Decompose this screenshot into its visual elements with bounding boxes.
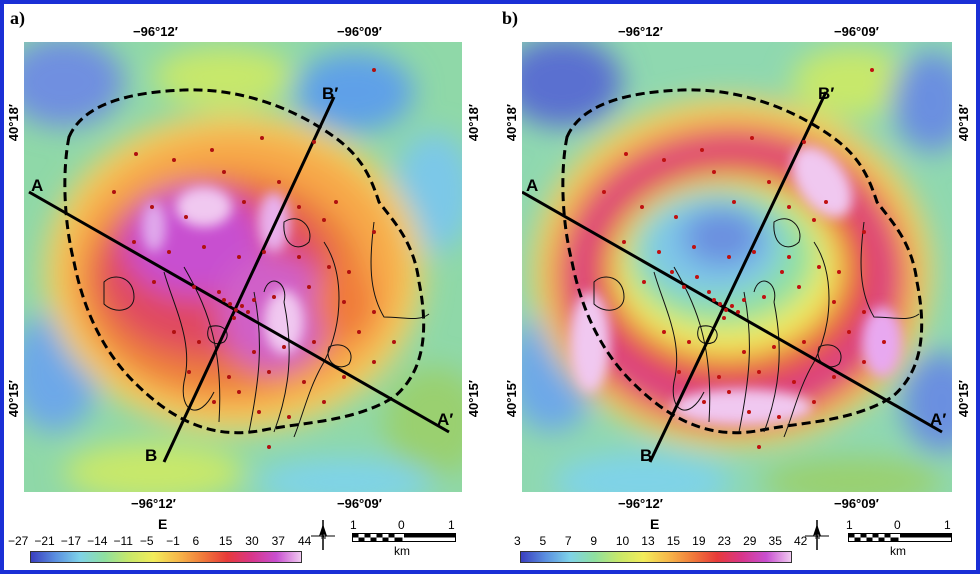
- svg-text:N: N: [815, 534, 820, 541]
- legend-title: E: [158, 516, 168, 532]
- legend-tick: 3: [514, 534, 521, 548]
- legend-tick: 42: [794, 534, 808, 548]
- profile-label-a: A: [31, 176, 44, 195]
- legend-tick: 19: [692, 534, 706, 548]
- legend-tick: 7: [564, 534, 572, 548]
- anomaly-map: [522, 42, 952, 492]
- latitude-top-left: 40°18′: [6, 104, 21, 142]
- profile-label-b: B: [640, 446, 653, 465]
- north-arrow-icon: N: [805, 520, 829, 550]
- scale-label-right: 1: [944, 518, 951, 532]
- profile-label-b: B: [145, 446, 158, 465]
- top-longitude-right: −96°09′: [834, 24, 879, 39]
- color-scale-bar: [30, 551, 302, 563]
- top-longitude-left: −96°12′: [618, 24, 663, 39]
- bottom-longitude-left: −96°12′: [618, 496, 663, 511]
- top-longitude-right: −96°09′: [337, 24, 382, 39]
- scale-label-right: 1: [448, 518, 455, 532]
- scale-label-left: 1: [350, 518, 357, 532]
- bottom-longitude-left: −96°12′: [131, 496, 176, 511]
- latitude-top-right: 40°18′: [466, 104, 481, 142]
- panel-label: a): [10, 8, 25, 28]
- legend-tick: −17: [60, 534, 82, 548]
- profile-label-a: A: [526, 176, 539, 195]
- svg-text:N: N: [321, 534, 326, 541]
- legend-tick: 10: [615, 534, 630, 548]
- bottom-longitude-right: −96°09′: [834, 496, 879, 511]
- color-scale-bar: [520, 551, 792, 563]
- legend-tick: 9: [590, 534, 598, 548]
- legend-tick: 29: [743, 534, 757, 548]
- scale-bar: [848, 533, 952, 542]
- legend-tick: −5: [139, 534, 154, 548]
- north-arrow-icon: N: [311, 520, 335, 550]
- legend-tick: 30: [245, 534, 259, 548]
- scale-unit: km: [890, 544, 906, 558]
- bottom-longitude-right: −96°09′: [337, 496, 382, 511]
- latitude-top-left: 40°18′: [504, 104, 519, 142]
- scale-label-zero: 0: [398, 518, 405, 532]
- legend-tick: 37: [271, 534, 285, 548]
- scale-label-zero: 0: [894, 518, 901, 532]
- panel-label: b): [502, 8, 519, 28]
- latitude-bottom-left: 40°15′: [504, 380, 519, 418]
- legend-tick: −1: [166, 534, 180, 548]
- legend-tick: 15: [666, 534, 681, 548]
- legend-title: E: [650, 516, 660, 532]
- profile-label-b-prime: B′: [818, 84, 835, 103]
- latitude-top-right: 40°18′: [956, 104, 971, 142]
- scale-bar: [352, 533, 456, 542]
- panel-a: a) −96°12′ −96°09′ −96°12′ −96°09′ 40°18…: [6, 8, 481, 563]
- legend-tick: −21: [34, 534, 55, 548]
- latitude-bottom-right: 40°15′: [956, 380, 971, 418]
- legend-tick: −27: [8, 534, 29, 548]
- profile-label-a-prime: A′: [437, 410, 454, 429]
- legend-tick: 35: [768, 534, 782, 548]
- profile-label-a-prime: A′: [930, 410, 947, 429]
- legend-tick: −14: [87, 534, 108, 548]
- legend-tick: 23: [717, 534, 731, 548]
- panel-b: b) −96°12′ −96°09′ −96°12′ −96°09′ 40°18…: [490, 0, 980, 574]
- legend-tick: 15: [218, 534, 233, 548]
- legend-tick: 44: [298, 534, 312, 548]
- legend-tick: 6: [192, 534, 200, 548]
- legend-tick: 13: [641, 534, 655, 548]
- scale-unit: km: [394, 544, 410, 558]
- legend-tick: 5: [539, 534, 547, 548]
- profile-label-b-prime: B′: [322, 84, 339, 103]
- latitude-bottom-left: 40°15′: [6, 380, 21, 418]
- latitude-bottom-right: 40°15′: [466, 380, 481, 418]
- scale-label-left: 1: [846, 518, 853, 532]
- top-longitude-left: −96°12′: [133, 24, 178, 39]
- anomaly-map: [24, 42, 462, 492]
- legend-tick: −11: [113, 534, 133, 548]
